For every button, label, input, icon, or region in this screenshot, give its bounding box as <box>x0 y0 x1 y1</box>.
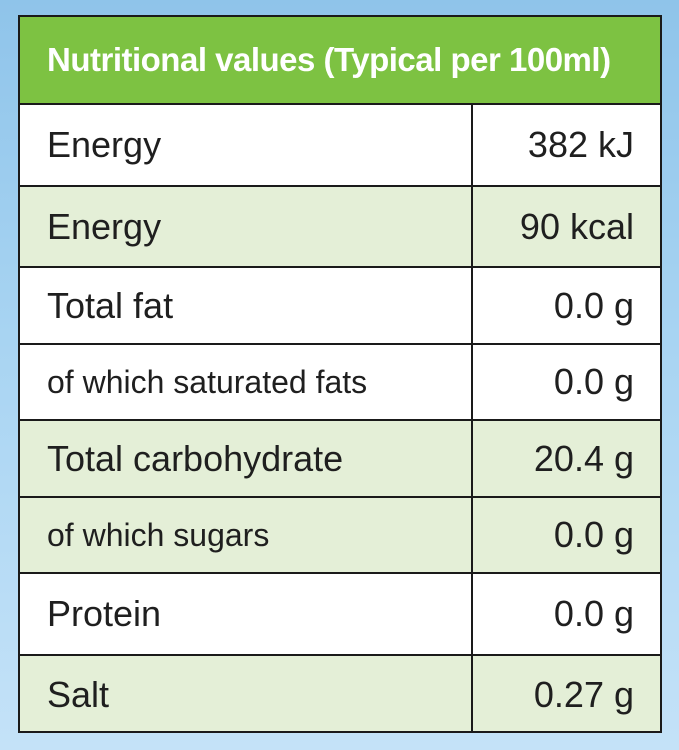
row-value: 0.0 g <box>553 514 634 555</box>
row-label: Salt <box>20 656 473 731</box>
nutrition-table: Nutritional values (Typical per 100ml) E… <box>18 15 662 733</box>
row-value: 0.0 g <box>553 284 634 326</box>
row-value: 20.4 g <box>533 437 634 479</box>
row-label: Protein <box>20 574 473 654</box>
table-row: Total fat 0.0 g <box>20 268 660 345</box>
table-header: Nutritional values (Typical per 100ml) <box>20 17 660 105</box>
row-value: 0.0 g <box>553 593 634 634</box>
row-value: 382 kJ <box>527 124 634 165</box>
row-label: of which sugars <box>20 498 473 572</box>
table-row: Energy 90 kcal <box>20 187 660 268</box>
row-value: 0.0 g <box>553 361 634 402</box>
table-row: Energy 382 kJ <box>20 105 660 187</box>
table-row: Salt 0.27 g <box>20 656 660 731</box>
row-value: 0.27 g <box>533 673 634 715</box>
row-label: Energy <box>20 187 473 266</box>
row-label: Total carbohydrate <box>20 421 473 496</box>
table-title: Nutritional values (Typical per 100ml) <box>47 41 611 78</box>
table-row: Total carbohydrate 20.4 g <box>20 421 660 498</box>
row-value: 90 kcal <box>519 205 634 247</box>
table-row: of which saturated fats 0.0 g <box>20 345 660 421</box>
table-row: of which sugars 0.0 g <box>20 498 660 574</box>
row-label: Total fat <box>20 268 473 343</box>
table-row: Protein 0.0 g <box>20 574 660 656</box>
row-label: of which saturated fats <box>20 345 473 419</box>
row-label: Energy <box>20 105 473 185</box>
